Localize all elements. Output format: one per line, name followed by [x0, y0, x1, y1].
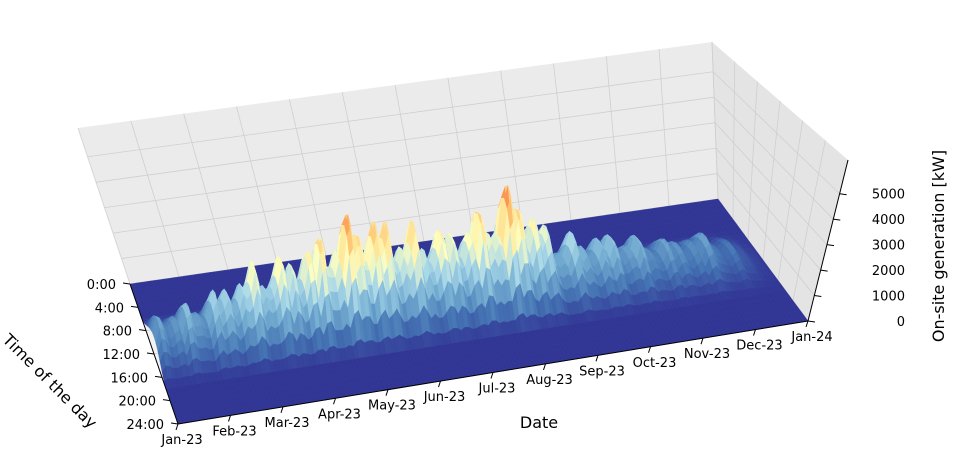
x-tick-label: Nov-23: [684, 347, 730, 362]
x-tick-label: Oct-23: [633, 356, 677, 371]
grid-line-x-wall: [658, 49, 670, 207]
z-tick-label: 2000: [872, 264, 905, 279]
y-tick-label: 4:00: [95, 301, 124, 316]
x-tick-mark: [595, 355, 599, 362]
x-tick-mark: [438, 380, 441, 388]
y-tick-mark: [122, 282, 131, 285]
x-tick-mark: [700, 338, 704, 345]
y-tick-mark: [146, 352, 155, 355]
x-axis-label: Date: [520, 413, 558, 432]
grid-line-z-back: [121, 173, 718, 259]
grid-line-x-wall: [183, 113, 229, 270]
x-tick-label: Dec-23: [736, 339, 782, 354]
x-tick-label: Mar-23: [265, 416, 310, 431]
x-tick-label: May-23: [368, 399, 416, 414]
grid-line-z-back: [104, 122, 716, 209]
grid-line-y-wall: [732, 61, 736, 220]
grid-line-x-wall: [236, 106, 278, 263]
grid-line-y-wall: [711, 41, 719, 200]
z-tick-label: 4000: [872, 213, 905, 228]
x-tick-mark: [490, 372, 494, 379]
x-tick-mark: [543, 363, 546, 371]
grid-line-y-wall: [777, 120, 804, 281]
x-tick-label: Apr-23: [318, 407, 361, 422]
grid-line-y-wall: [747, 81, 758, 240]
z-tick-mark: [820, 269, 828, 272]
z-tick-label: 1000: [872, 290, 905, 305]
grid-line-z-side: [715, 147, 821, 271]
y-tick-label: 20:00: [119, 395, 156, 410]
grid-line-z-side: [716, 173, 815, 296]
grid-line-z-side: [713, 96, 834, 220]
y-tick-mark: [130, 305, 139, 308]
grid-line-x-wall: [500, 70, 523, 228]
grid-line-x-wall: [605, 56, 621, 214]
grid-line-x-wall: [341, 92, 376, 249]
z-tick-label: 3000: [872, 239, 905, 254]
y-tick-mark: [138, 329, 147, 332]
grid-line-z-back: [112, 147, 717, 234]
z-tick-mark: [839, 193, 847, 196]
x-tick-label: Aug-23: [526, 373, 573, 388]
x-tick-mark: [333, 398, 336, 405]
grid-line-y-wall: [762, 100, 781, 261]
y-axis-label: Time of the day: [0, 329, 101, 432]
x-tick-mark: [228, 415, 231, 422]
x-tick-label: Jun-23: [423, 390, 466, 405]
z-tick-mark: [807, 320, 816, 323]
y-tick-mark: [162, 399, 171, 402]
y-tick-label: 16:00: [111, 371, 148, 386]
z-tick-mark: [833, 218, 841, 221]
z-tick-mark: [814, 295, 822, 298]
grid-line-x-wall: [130, 120, 180, 278]
tick-labels: Jan-23 Feb-23 Mar-23 Apr-23 May-23 Jun-23 Jul-…: [87, 188, 905, 448]
x-tick-label: Feb-23: [212, 424, 256, 439]
y-tick-label: 0:00: [87, 278, 116, 293]
z-axis-label: On-site generation [kW]: [929, 150, 948, 342]
surface-plot: [129, 185, 809, 425]
x-tick-mark: [648, 346, 651, 353]
grid-line-y-wall: [792, 140, 826, 301]
y-tick-label: 8:00: [103, 325, 132, 340]
z-tick-label: 5000: [872, 188, 905, 203]
grid-line-z-side: [712, 71, 840, 195]
x-tick-label: Sep-23: [579, 364, 625, 379]
grid-line-x-wall: [77, 127, 131, 285]
x-tick-mark: [175, 423, 179, 431]
grid-line-x-wall: [447, 77, 474, 235]
grid-line-z-back: [96, 96, 715, 183]
grid-line-x-wall: [394, 84, 425, 242]
z-tick-mark: [826, 244, 835, 247]
axis-lines: [122, 159, 849, 431]
x-tick-label: Jan-23: [160, 433, 202, 448]
grid-line-z-back: [87, 71, 714, 158]
x-tick-mark: [805, 320, 809, 328]
grid-line-z-side: [714, 122, 828, 245]
pane-side-wall: [712, 42, 848, 321]
y-tick-mark: [170, 422, 179, 425]
y-tick-label: 24:00: [127, 418, 164, 433]
x-tick-mark: [753, 329, 756, 336]
grid-line-x-wall: [288, 99, 327, 256]
y-tick-mark: [154, 375, 163, 378]
x-tick-mark: [385, 389, 389, 396]
x-tick-label: Jul-23: [478, 382, 516, 397]
y-tick-label: 12:00: [103, 348, 140, 363]
z-tick-label: 0: [897, 315, 905, 330]
z-axis-line: [807, 159, 849, 322]
x-tick-label: Jan-24: [790, 330, 832, 345]
x-tick-mark: [280, 406, 284, 413]
grid-line-x-wall: [553, 63, 572, 221]
